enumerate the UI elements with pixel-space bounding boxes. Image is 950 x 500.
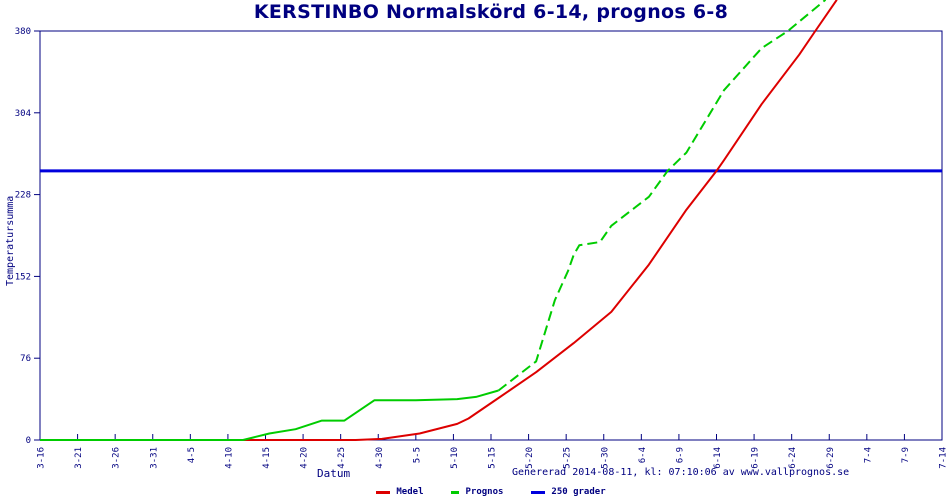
x-tick-label: 6-24 (788, 447, 798, 469)
y-tick-label: 0 (26, 436, 31, 446)
x-tick-label: 6-4 (638, 447, 648, 463)
legend-label-prognos: Prognos (465, 487, 504, 497)
series-line-medel (40, 0, 838, 441)
series-line-prognos-dashed (497, 0, 827, 392)
x-tick-label: 4-5 (187, 447, 197, 463)
chart-title: KERSTINBO Normalskörd 6-14, prognos 6-8 (253, 1, 729, 23)
series-line-prognos-solid (40, 389, 499, 441)
x-tick-label: 4-20 (300, 447, 310, 469)
x-tick-label: 4-15 (262, 447, 272, 469)
x-tick-label: 3-16 (37, 447, 47, 469)
y-tick-label: 380 (15, 27, 31, 37)
x-tick-label: 3-21 (74, 447, 84, 469)
x-tick-label: 5-15 (488, 447, 498, 469)
legend-label-250-grader: 250 grader (551, 487, 606, 497)
reference-line-swatch-icon (531, 490, 546, 494)
y-tick-label: 228 (15, 191, 31, 201)
legend-item-prognos: Prognos (451, 487, 503, 497)
x-tick-label: 4-25 (337, 447, 347, 469)
generated-timestamp: Genererad 2014-08-11, kl: 07:10:06 av ww… (512, 467, 850, 478)
prognos-line-swatch-icon (451, 490, 460, 494)
y-tick-label: 304 (15, 109, 31, 119)
x-axis-label: Datum (317, 467, 351, 480)
x-tick-label: 6-19 (751, 447, 761, 469)
y-axis-label: Temperatursumma (5, 195, 16, 286)
legend-item-250-grader: 250 grader (531, 487, 606, 497)
legend-label-medel: Medel (396, 487, 424, 497)
legend: Medel Prognos 250 grader (40, 487, 942, 497)
x-tick-label: 4-10 (224, 447, 234, 469)
x-tick-label: 4-30 (375, 447, 385, 469)
y-tick-label: 76 (20, 354, 31, 364)
y-tick-label: 152 (15, 272, 31, 282)
x-tick-label: 5-10 (450, 447, 460, 469)
x-tick-label: 5-20 (525, 447, 535, 469)
x-tick-label: 5-30 (600, 447, 610, 469)
x-tick-label: 7-14 (939, 447, 949, 469)
x-tick-label: 7-9 (901, 447, 911, 463)
x-tick-label: 5-25 (563, 447, 573, 469)
medel-line-swatch-icon (376, 490, 391, 494)
x-tick-label: 3-31 (149, 447, 159, 469)
plot-border (39, 30, 943, 441)
x-tick-label: 6-9 (675, 447, 685, 463)
legend-item-medel: Medel (376, 487, 423, 497)
x-tick-label: 7-4 (863, 447, 873, 463)
x-tick-label: 5-5 (412, 447, 422, 463)
x-tick-label: 6-14 (713, 447, 723, 469)
x-tick-label: 3-26 (112, 447, 122, 469)
x-tick-label: 6-29 (826, 447, 836, 469)
